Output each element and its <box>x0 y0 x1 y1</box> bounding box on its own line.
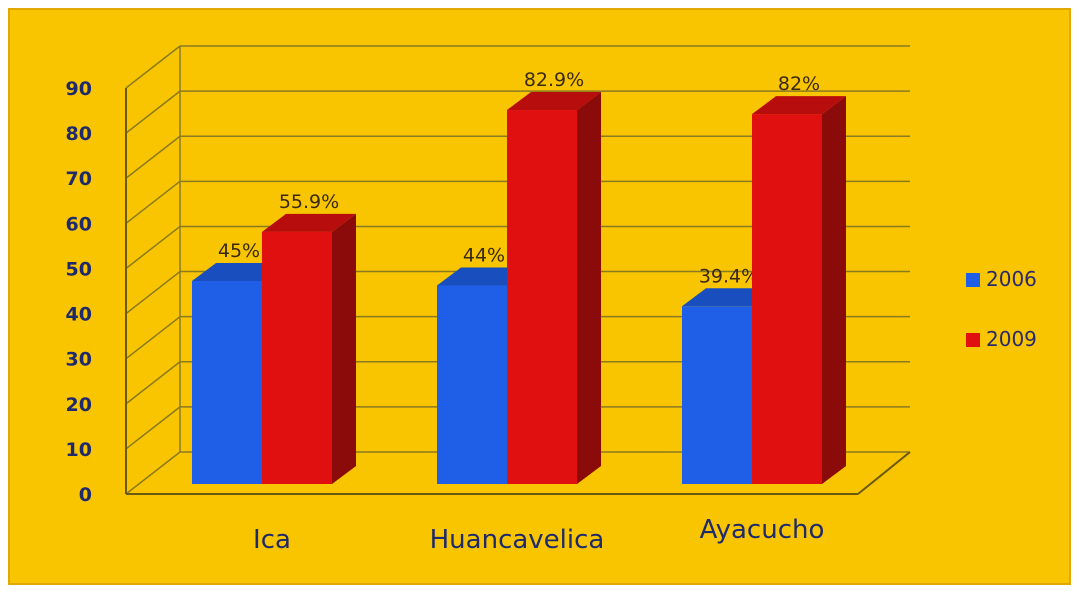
data-label: 44% <box>463 245 505 267</box>
y-tick-label: 10 <box>66 439 92 461</box>
legend-swatch-2006 <box>966 273 980 287</box>
data-label: 39.4% <box>699 265 759 287</box>
floor-right-edge <box>857 451 911 495</box>
bar-side <box>822 96 846 484</box>
data-label: 55.9% <box>279 191 339 213</box>
bar-2009-ica <box>262 231 332 484</box>
y-tick-label: 90 <box>66 78 92 100</box>
bar-2006-huancavelica <box>437 285 507 484</box>
gridline-depth <box>125 316 181 360</box>
bar-2006-ayacucho <box>682 306 752 484</box>
bar-top <box>752 96 846 115</box>
y-tick-label: 50 <box>66 258 92 280</box>
gridline-depth <box>125 90 181 134</box>
x-tick-label: Ayacucho <box>700 515 825 545</box>
y-tick-label: 30 <box>66 349 92 371</box>
legend-label: 2009 <box>986 327 1037 351</box>
gridline-depth <box>125 270 181 315</box>
data-label: 82% <box>778 73 820 95</box>
bar-side <box>577 92 601 484</box>
y-tick-label: 80 <box>66 123 92 145</box>
gridline-depth <box>125 225 181 270</box>
bar-top <box>507 92 601 111</box>
data-label: 45% <box>218 240 260 262</box>
gridline-depth <box>125 451 181 495</box>
bar-2006-ica <box>192 281 262 484</box>
gridline-depth <box>125 45 181 89</box>
gridline-depth <box>125 406 181 450</box>
x-tick-label: Huancavelica <box>430 525 605 555</box>
bar-2009-ayacucho <box>752 114 822 484</box>
y-tick-label: 70 <box>66 168 92 190</box>
y-tick-label: 0 <box>79 484 92 506</box>
bar-top <box>262 213 356 232</box>
gridline-depth <box>125 135 181 179</box>
y-tick-label: 20 <box>66 394 92 416</box>
y-tick-label: 40 <box>66 304 92 326</box>
x-tick-label: Ica <box>253 525 291 555</box>
gridline-depth <box>125 180 181 224</box>
gridline-depth <box>125 361 181 405</box>
bar-side <box>332 213 356 484</box>
data-label: 82.9% <box>524 69 584 91</box>
y-tick-label: 60 <box>66 213 92 235</box>
legend-label: 2006 <box>986 267 1037 291</box>
bar-2009-huancavelica <box>507 110 577 484</box>
legend-swatch-2009 <box>966 333 980 347</box>
